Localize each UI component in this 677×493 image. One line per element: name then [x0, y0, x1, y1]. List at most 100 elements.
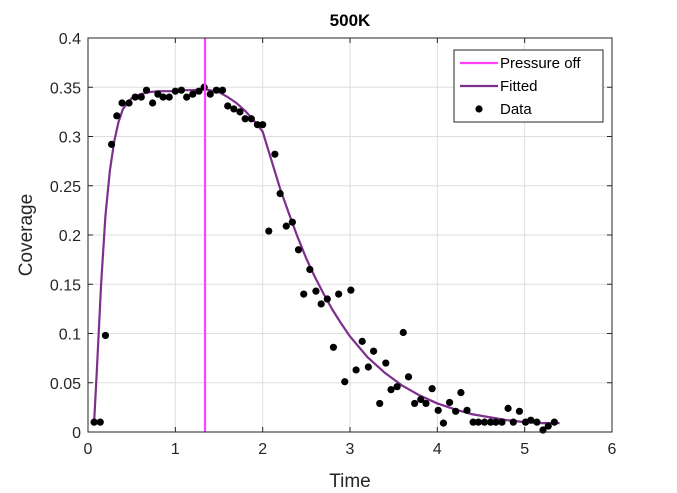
- data-point: [533, 418, 541, 426]
- data-point: [457, 389, 465, 397]
- data-point: [329, 343, 338, 351]
- data-point: [171, 87, 179, 95]
- data-point: [253, 121, 262, 129]
- data-point: [90, 418, 98, 426]
- x-axis-label: Time: [329, 471, 371, 492]
- data-point: [369, 347, 378, 355]
- data-point: [195, 87, 203, 95]
- data-point: [469, 418, 477, 426]
- data-point: [364, 363, 372, 371]
- data-point: [312, 287, 320, 295]
- data-point: [142, 86, 151, 94]
- y-tick-label: 0: [72, 425, 81, 442]
- data-point: [288, 218, 296, 226]
- data-point: [515, 407, 524, 415]
- data-point: [118, 99, 126, 107]
- data-point: [224, 102, 232, 110]
- legend-label: Data: [500, 101, 532, 118]
- legend: Pressure off Fitted Data: [453, 49, 604, 123]
- data-point: [341, 378, 349, 386]
- data-point: [131, 93, 139, 101]
- data-point: [107, 140, 116, 148]
- data-point: [241, 115, 249, 123]
- ticks: 0 1 2 3 4 5 6 0 0.05 0.1 0.15 0.2 0.25 0.3 0.35 0.4: [50, 31, 617, 458]
- legend-label: Fitted: [500, 78, 538, 95]
- data-point: [404, 373, 413, 381]
- data-point: [376, 399, 384, 408]
- y-axis-label: Coverage: [16, 194, 37, 276]
- data-point: [387, 386, 395, 394]
- data-point: [452, 407, 460, 415]
- data-point: [294, 246, 303, 254]
- x-tick-label: 0: [84, 441, 93, 458]
- data-point: [487, 418, 495, 426]
- data-point: [439, 419, 448, 427]
- data-point: [101, 331, 110, 340]
- data-point: [417, 395, 425, 404]
- data-point: [480, 418, 489, 426]
- data-point: [259, 121, 267, 129]
- x-tick-label: 4: [433, 441, 442, 458]
- data-point: [422, 399, 430, 408]
- data-point: [113, 112, 121, 120]
- data-point: [276, 190, 284, 198]
- x-tick-label: 2: [258, 441, 267, 458]
- y-tick-label: 0.1: [59, 327, 81, 344]
- data-point: [434, 406, 442, 414]
- data-point: [498, 418, 506, 426]
- data-point: [399, 328, 407, 337]
- data-point: [527, 416, 535, 424]
- data-point: [317, 300, 325, 308]
- y-tick-label: 0.25: [50, 179, 81, 196]
- data-point: [335, 290, 343, 298]
- data-point: [271, 150, 279, 158]
- chart-title: 500K: [330, 11, 371, 30]
- legend-swatch: [475, 105, 483, 113]
- x-tick-label: 6: [608, 441, 617, 458]
- data-point: [189, 90, 197, 98]
- data-point: [445, 398, 454, 407]
- data-point: [236, 108, 244, 116]
- data-point: [509, 418, 517, 426]
- data-point: [300, 290, 308, 298]
- y-tick-label: 0.3: [59, 130, 81, 147]
- data-point: [544, 422, 552, 430]
- data-point: [165, 93, 173, 101]
- data-point: [154, 90, 162, 98]
- y-tick-label: 0.4: [59, 31, 81, 48]
- data-point: [247, 115, 255, 123]
- data-point: [306, 265, 314, 274]
- data-point: [206, 90, 214, 98]
- data-point: [352, 366, 360, 374]
- data-point: [282, 222, 290, 230]
- data-point: [183, 93, 191, 101]
- data-point: [428, 385, 436, 393]
- data-point: [323, 295, 331, 303]
- data-point: [230, 105, 238, 113]
- data-point: [96, 418, 104, 426]
- data-point: [177, 86, 186, 94]
- data-point: [159, 93, 167, 101]
- data-point: [347, 286, 355, 294]
- data-point: [137, 93, 145, 101]
- y-tick-label: 0.05: [50, 376, 81, 393]
- data-point: [218, 86, 227, 94]
- y-tick-label: 0.35: [50, 80, 81, 97]
- x-tick-label: 1: [171, 441, 180, 458]
- x-tick-label: 3: [346, 441, 355, 458]
- data-point: [411, 399, 419, 408]
- data-point: [463, 406, 471, 414]
- data-point: [358, 337, 366, 345]
- data-point: [504, 404, 512, 412]
- data-point: [265, 227, 273, 235]
- series-line-fitted: [93, 88, 560, 425]
- data-point: [382, 359, 390, 367]
- x-tick-label: 5: [520, 441, 529, 458]
- data-point: [149, 99, 157, 107]
- series-layer: [90, 38, 560, 434]
- data-point: [125, 99, 133, 107]
- data-point: [474, 418, 482, 426]
- y-tick-label: 0.2: [59, 228, 81, 245]
- data-point: [550, 418, 558, 426]
- data-point: [212, 86, 220, 94]
